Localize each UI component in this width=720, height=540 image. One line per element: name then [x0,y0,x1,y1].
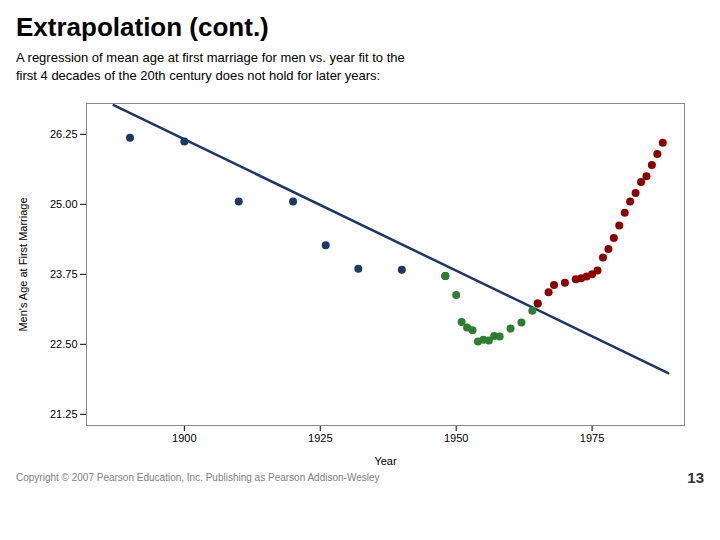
svg-text:1950: 1950 [444,433,468,445]
svg-text:21.25: 21.25 [50,408,78,420]
html-text:Copyright © 2007 Pearson Educa: Copyright © 2007 Pearson Education, Inc.… [16,472,380,484]
svg-text:Year: Year [374,455,397,467]
svg-text:23.75: 23.75 [50,268,78,280]
html-text:13: 13 [687,469,704,487]
svg-text:22.50: 22.50 [50,338,78,350]
svg-text:25.00: 25.00 [50,198,78,210]
html-text:A regression of mean age at fi: A regression of mean age at first marria… [16,50,405,65]
html-text:first 4 decades of the 20th ce: first 4 decades of the 20th century does… [16,68,381,84]
svg-text:1925: 1925 [308,433,332,445]
svg-text:26.25: 26.25 [50,128,78,140]
html-text:Extrapolation (cont.): Extrapolation (cont.) [16,12,269,42]
svg-text:1975: 1975 [580,433,604,445]
svg-text:Men's Age at First Marriage: Men's Age at First Marriage [17,198,29,332]
svg-text:1900: 1900 [172,433,196,445]
